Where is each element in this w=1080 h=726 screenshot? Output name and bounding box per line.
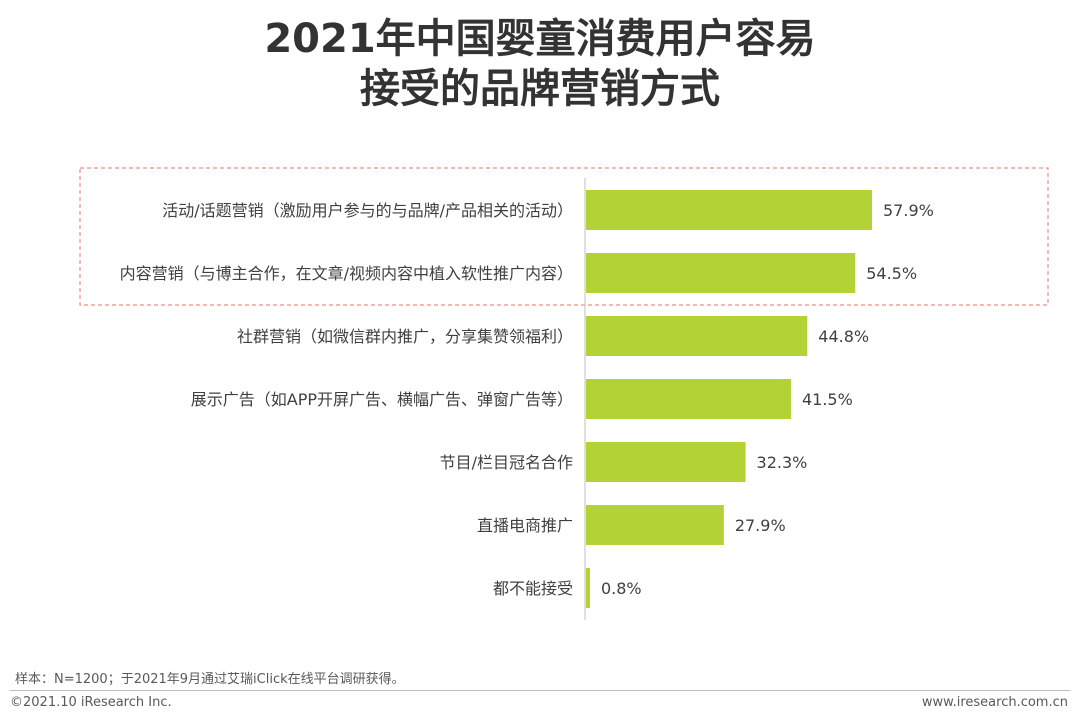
category-label-4: 节目/栏目冠名合作 xyxy=(440,453,573,472)
data-label-2: 44.8% xyxy=(818,327,869,346)
highlight-box xyxy=(79,167,1049,306)
sample-note: 样本：N=1200；于2021年9月通过艾瑞iClick在线平台调研获得。 xyxy=(15,672,405,687)
category-label-5: 直播电商推广 xyxy=(477,516,573,535)
chart-title-line-1: 2021年中国婴童消费用户容易 xyxy=(264,16,816,62)
data-label-0: 57.9% xyxy=(883,201,934,220)
bar-6 xyxy=(586,568,590,608)
bar-4 xyxy=(586,442,746,482)
category-label-0: 活动/话题营销（激励用户参与的与品牌/产品相关的活动） xyxy=(162,201,573,220)
bar-3 xyxy=(586,379,791,419)
chart-title: 2021年中国婴童消费用户容易 接受的品牌营销方式 xyxy=(0,14,1080,114)
bar-2 xyxy=(586,316,808,356)
chart-title-line-2: 接受的品牌营销方式 xyxy=(360,66,720,112)
data-label-1: 54.5% xyxy=(866,264,917,283)
copyright-text: ©2021.10 iResearch Inc. xyxy=(10,695,172,710)
category-label-2: 社群营销（如微信群内推广，分享集赞领福利） xyxy=(237,327,573,346)
category-label-3: 展示广告（如APP开屏广告、横幅广告、弹窗广告等） xyxy=(191,390,573,409)
bar-5 xyxy=(586,505,724,545)
data-label-3: 41.5% xyxy=(802,390,853,409)
footer-divider xyxy=(10,690,1070,691)
data-label-5: 27.9% xyxy=(735,516,786,535)
bar-chart: 活动/话题营销（激励用户参与的与品牌/产品相关的活动） 57.9% 内容营销（与博主… xyxy=(79,167,1049,620)
website-link: www.iresearch.com.cn xyxy=(921,695,1068,710)
bar-1 xyxy=(586,253,856,293)
category-label-6: 都不能接受 xyxy=(493,579,573,598)
category-label-1: 内容营销（与博主合作，在文章/视频内容中植入软性推广内容） xyxy=(120,264,573,283)
bar-0 xyxy=(586,190,872,230)
data-label-6: 0.8% xyxy=(601,579,642,598)
data-label-4: 32.3% xyxy=(757,453,808,472)
